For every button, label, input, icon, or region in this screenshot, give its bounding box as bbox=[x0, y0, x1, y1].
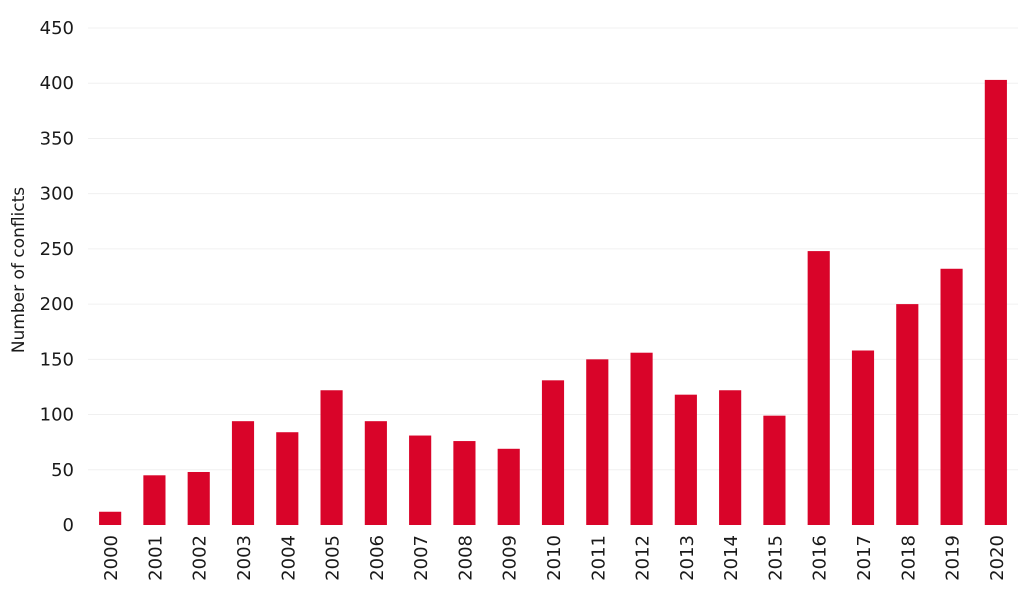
y-tick-label: 200 bbox=[40, 294, 74, 315]
bar-2020 bbox=[984, 79, 1007, 526]
x-tick-label: 2009 bbox=[500, 535, 521, 581]
bar-2005 bbox=[320, 390, 343, 525]
x-tick-label: 2010 bbox=[544, 535, 565, 581]
x-tick-label: 2008 bbox=[455, 535, 476, 581]
bar-2009 bbox=[497, 448, 520, 525]
x-tick-label: 2003 bbox=[234, 535, 255, 581]
y-tick-label: 400 bbox=[40, 73, 74, 94]
x-tick-label: 2011 bbox=[588, 535, 609, 581]
y-tick-label: 250 bbox=[40, 239, 74, 260]
bar-2003 bbox=[231, 421, 255, 525]
x-tick-label: 2019 bbox=[943, 535, 964, 581]
x-tick-label: 2006 bbox=[367, 535, 388, 581]
bar-2008 bbox=[453, 441, 476, 525]
y-tick-label: 150 bbox=[40, 349, 74, 370]
x-tick-label: 2012 bbox=[633, 535, 654, 581]
y-tick-label: 100 bbox=[40, 405, 74, 426]
x-tick-label: 2000 bbox=[101, 535, 122, 581]
bar-2017 bbox=[851, 350, 875, 525]
x-tick-label: 2015 bbox=[765, 535, 786, 581]
bar-2002 bbox=[187, 471, 210, 525]
x-tick-label: 2014 bbox=[721, 535, 742, 581]
bar-2014 bbox=[719, 390, 742, 525]
x-tick-label: 2004 bbox=[278, 535, 299, 581]
x-tick-label: 2018 bbox=[898, 535, 919, 581]
grid-lines bbox=[88, 27, 1018, 471]
bar-2001 bbox=[143, 475, 166, 525]
bar-2004 bbox=[276, 432, 299, 525]
x-tick-label: 2001 bbox=[145, 535, 166, 581]
y-axis-ticks: 0 50 100 150 200 250 300 350 400 450 bbox=[40, 18, 74, 536]
y-axis-title: Number of conflicts bbox=[9, 187, 29, 353]
x-tick-label: 2005 bbox=[323, 535, 344, 581]
bar-2016 bbox=[807, 251, 830, 525]
bar-2010 bbox=[541, 380, 565, 525]
x-tick-label: 2013 bbox=[677, 535, 698, 581]
x-tick-label: 2017 bbox=[854, 535, 875, 581]
y-tick-label: 450 bbox=[40, 18, 74, 39]
bar-2012 bbox=[630, 352, 653, 525]
bar-2013 bbox=[674, 394, 697, 525]
y-tick-label: 0 bbox=[63, 515, 74, 536]
bar-2000 bbox=[99, 511, 122, 525]
y-tick-label: 300 bbox=[40, 184, 74, 205]
x-tick-label: 2007 bbox=[411, 535, 432, 581]
bar-2007 bbox=[409, 435, 432, 525]
x-axis-ticks: 2000 2001 2002 2003 2004 2005 2006 2007 2008 2009… bbox=[101, 535, 1008, 581]
y-tick-label: 50 bbox=[51, 460, 74, 481]
bars bbox=[99, 79, 1007, 526]
bar-2006 bbox=[364, 421, 387, 525]
bar-2011 bbox=[586, 359, 609, 525]
x-tick-label: 2016 bbox=[810, 535, 831, 581]
x-tick-label: 2002 bbox=[190, 535, 211, 581]
bar-2015 bbox=[763, 415, 786, 525]
y-tick-label: 350 bbox=[40, 128, 74, 149]
bar-2018 bbox=[896, 304, 919, 525]
bar-2019 bbox=[940, 268, 963, 525]
x-tick-label: 2020 bbox=[987, 535, 1008, 581]
